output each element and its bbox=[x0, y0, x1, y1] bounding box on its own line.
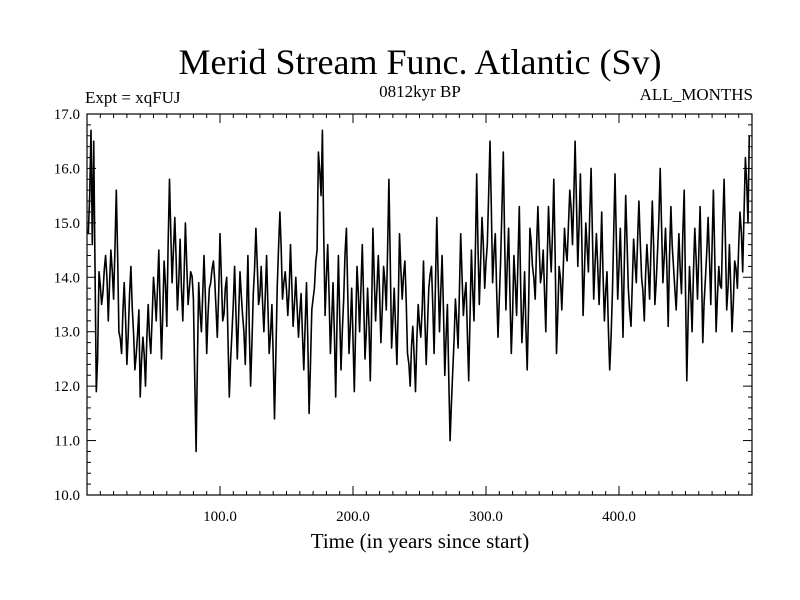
y-tick-label: 15.0 bbox=[54, 216, 80, 232]
x-axis-label: Time (in years since start) bbox=[311, 529, 530, 553]
months-label: ALL_MONTHS bbox=[640, 85, 753, 104]
axis-ticks bbox=[87, 114, 752, 495]
series-line bbox=[87, 129, 751, 453]
x-tick-label: 200.0 bbox=[336, 509, 370, 525]
experiment-label: Expt = xqFUJ bbox=[85, 88, 181, 107]
x-tick-label: 100.0 bbox=[203, 509, 237, 525]
y-tick-label: 16.0 bbox=[54, 161, 80, 177]
x-tick-label: 300.0 bbox=[469, 509, 503, 525]
x-tick-label: 400.0 bbox=[602, 509, 636, 525]
y-tick-label: 11.0 bbox=[54, 434, 80, 450]
y-tick-label: 17.0 bbox=[54, 107, 80, 123]
y-tick-label: 10.0 bbox=[54, 488, 80, 504]
x-tick-labels: 100.0 200.0 300.0 400.0 bbox=[203, 509, 636, 525]
y-tick-labels: 10.0 11.0 12.0 13.0 14.0 15.0 16.0 17.0 bbox=[54, 107, 80, 504]
y-tick-label: 12.0 bbox=[54, 379, 80, 395]
chart-title: Merid Stream Func. Atlantic (Sv) bbox=[179, 42, 662, 82]
plot-frame bbox=[86, 113, 753, 496]
y-tick-label: 13.0 bbox=[54, 325, 80, 341]
y-tick-label: 14.0 bbox=[54, 270, 80, 286]
period-label: 0812kyr BP bbox=[379, 82, 461, 101]
